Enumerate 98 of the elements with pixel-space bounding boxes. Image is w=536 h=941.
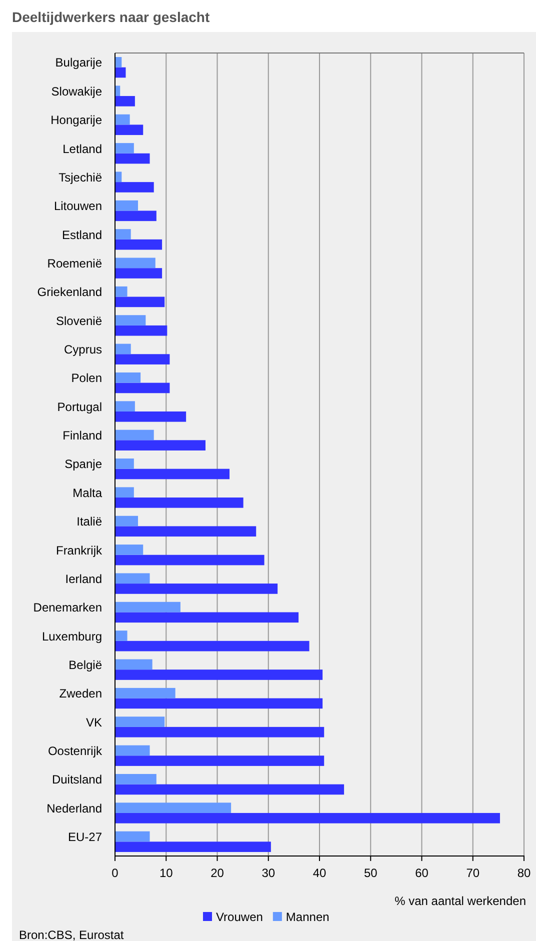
y-tick-label: Ierland <box>65 572 102 586</box>
y-tick-label: Luxemburg <box>42 629 102 644</box>
y-tick-label: Estland <box>62 228 102 242</box>
y-tick-label: Spanje <box>64 457 102 472</box>
bar <box>115 487 134 498</box>
bar <box>115 143 134 154</box>
bar <box>115 573 150 584</box>
y-tick-label: VK <box>86 715 102 730</box>
bar <box>115 401 135 412</box>
bar <box>115 86 120 96</box>
bar <box>115 831 150 842</box>
y-tick-label: Frankrijk <box>56 543 103 558</box>
bar <box>115 784 344 795</box>
bar <box>115 172 122 182</box>
y-tick-label: Griekenland <box>37 285 102 300</box>
bar <box>115 842 271 852</box>
x-tick-label: 10 <box>159 866 174 880</box>
bar <box>115 726 324 738</box>
x-tick-label: 20 <box>210 866 224 880</box>
bar <box>115 239 162 250</box>
bar <box>115 354 170 364</box>
bar <box>115 411 186 422</box>
x-tick-label: 50 <box>364 866 378 880</box>
bar <box>115 498 244 508</box>
bar <box>115 124 144 136</box>
bar <box>115 286 128 297</box>
bar <box>115 774 156 784</box>
bar <box>115 296 165 308</box>
y-tick-label: Polen <box>71 371 102 386</box>
bar <box>115 812 500 824</box>
bar <box>115 182 154 192</box>
bar <box>115 229 131 240</box>
x-tick-label: 80 <box>517 866 531 880</box>
bar <box>115 756 324 766</box>
bar <box>115 670 323 680</box>
y-tick-label: Hongarije <box>50 113 102 128</box>
bar <box>115 716 165 727</box>
x-tick-label: 30 <box>262 866 276 880</box>
y-tick-label: Litouwen <box>54 199 102 214</box>
bar <box>115 468 230 480</box>
y-tick-label: Letland <box>62 142 102 156</box>
bar <box>115 325 168 336</box>
y-tick-label: EU-27 <box>68 830 102 844</box>
bar <box>115 688 176 698</box>
y-tick-label: Slowakije <box>51 84 102 98</box>
y-tick-label: Roemenië <box>47 256 102 270</box>
bar <box>115 114 130 125</box>
y-tick-label: Finland <box>62 428 102 443</box>
y-tick-label: België <box>68 658 102 672</box>
y-tick-label: Italië <box>76 514 102 529</box>
chart-title: Deeltijdwerkers naar geslacht <box>12 9 210 25</box>
bar <box>115 602 180 612</box>
bar <box>115 640 310 652</box>
y-tick-label: Duitsland <box>52 772 102 787</box>
bar <box>115 315 146 326</box>
y-tick-label: Oostenrijk <box>48 744 103 758</box>
x-tick-label: 70 <box>466 866 480 880</box>
bar <box>115 698 323 709</box>
y-tick-label: Cyprus <box>64 342 102 357</box>
x-tick-label: 60 <box>415 866 429 880</box>
x-tick-label: 40 <box>312 866 326 880</box>
y-tick-label: Zweden <box>59 686 102 701</box>
bar <box>115 268 162 278</box>
bar <box>115 258 156 268</box>
bar <box>115 612 299 623</box>
bar <box>115 544 144 555</box>
x-tick-label: 0 <box>112 866 119 880</box>
y-tick-label: Malta <box>72 486 102 500</box>
bar <box>115 200 138 211</box>
bar <box>115 382 170 394</box>
text: Bron:CBS, Eurostat <box>19 928 124 941</box>
bar <box>115 67 126 78</box>
bar <box>115 153 150 164</box>
bar <box>115 458 134 469</box>
bar <box>115 57 122 68</box>
bar <box>115 584 278 594</box>
bar <box>115 659 152 670</box>
y-tick-label: Nederland <box>46 801 102 816</box>
bar <box>115 430 154 440</box>
bar <box>115 630 128 641</box>
bar <box>115 516 138 526</box>
y-tick-label: Bulgarije <box>55 56 102 70</box>
bar <box>115 745 150 756</box>
legend-label: Mannen <box>286 910 330 924</box>
y-tick-label: Portugal <box>57 400 102 414</box>
bar <box>115 210 156 222</box>
y-tick-label: Denemarken <box>33 600 102 615</box>
x-axis-title: % van aantal werkenden <box>394 894 526 908</box>
bar <box>115 372 141 383</box>
bar <box>115 440 206 450</box>
bar <box>115 96 135 106</box>
y-tick-label: Slovenië <box>56 314 102 328</box>
bar <box>115 344 131 354</box>
bar <box>115 526 256 537</box>
bar <box>115 802 232 813</box>
legend-label: Vrouwen <box>216 910 263 924</box>
y-tick-label: Tsjechië <box>58 170 102 184</box>
bar <box>115 554 264 566</box>
